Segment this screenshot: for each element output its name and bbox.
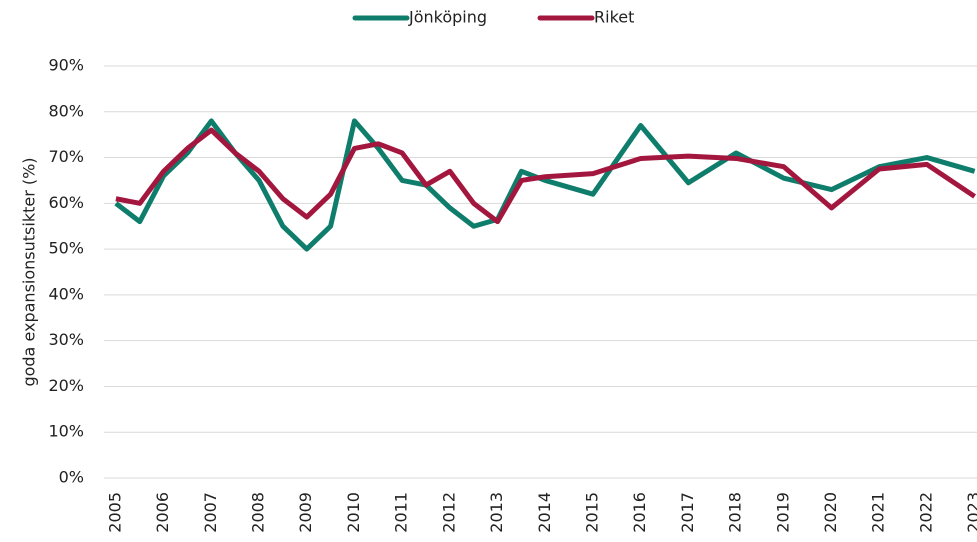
x-tick-label: 2020 <box>821 492 840 533</box>
x-tick-label: 2009 <box>296 492 315 533</box>
y-tick-label: 80% <box>48 101 84 120</box>
x-tick-label: 2023 <box>964 492 977 533</box>
x-tick-label: 2015 <box>582 492 601 533</box>
y-tick-label: 90% <box>48 56 84 75</box>
legend-label: Riket <box>594 8 634 27</box>
series-line <box>114 118 976 252</box>
x-tick-label: 2011 <box>392 492 411 533</box>
y-tick-label: 50% <box>48 239 84 258</box>
x-tick-label: 2016 <box>630 492 649 533</box>
x-tick-label: 2017 <box>678 492 697 533</box>
y-tick-label: 20% <box>48 376 84 395</box>
x-tick-label: 2008 <box>249 492 268 533</box>
x-tick-label: 2022 <box>916 492 935 533</box>
x-tick-label: 2014 <box>535 492 554 533</box>
x-tick-label: 2012 <box>439 492 458 533</box>
x-tick-label: 2013 <box>487 492 506 533</box>
y-axis-label: goda expansionsutsikter (%) <box>20 157 39 386</box>
x-tick-label: 2018 <box>726 492 745 533</box>
y-tick-label: 40% <box>48 284 84 303</box>
legend-label: Jönköping <box>408 8 487 27</box>
x-tick-label: 2010 <box>344 492 363 533</box>
y-tick-label: 10% <box>48 422 84 441</box>
y-tick-label: 0% <box>59 468 84 487</box>
series-line <box>115 127 977 225</box>
x-tick-label: 2007 <box>201 492 220 533</box>
y-tick-label: 70% <box>48 147 84 166</box>
x-tick-label: 2021 <box>869 492 888 533</box>
y-tick-label: 60% <box>48 193 84 212</box>
x-tick-label: 2005 <box>105 492 124 533</box>
y-tick-label: 30% <box>48 330 84 349</box>
x-tick-label: 2019 <box>773 492 792 533</box>
x-tick-label: 2006 <box>153 492 172 533</box>
